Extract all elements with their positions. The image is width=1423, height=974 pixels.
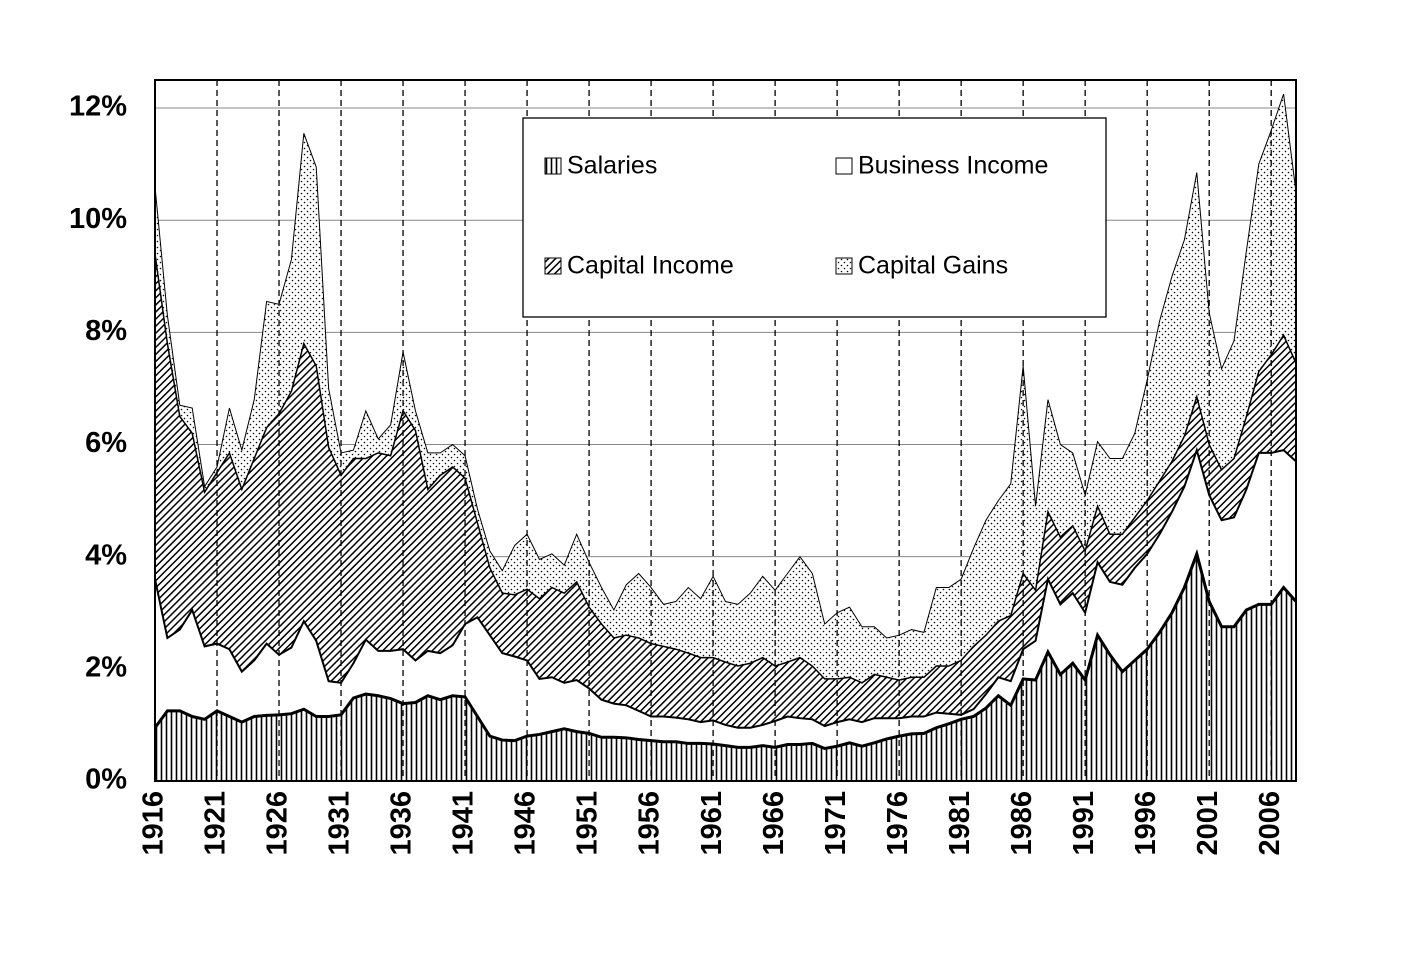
plot-frame xyxy=(154,79,1297,782)
x-tick-label: 1956 xyxy=(634,791,666,856)
legend-label: Capital Gains xyxy=(858,252,1008,280)
area-fill xyxy=(155,553,1296,781)
area-line xyxy=(154,93,1297,639)
x-tick-label: 1926 xyxy=(262,791,294,856)
x-tick-label: 1941 xyxy=(448,791,480,856)
y-tick-label: 2% xyxy=(85,651,127,683)
y-tick-label: 8% xyxy=(85,315,127,347)
x-tick-label: 1986 xyxy=(1006,791,1038,856)
x-tick-label: 1981 xyxy=(944,791,976,856)
x-tick-label: 1976 xyxy=(882,791,914,856)
x-tick-label: 1991 xyxy=(1068,791,1100,856)
legend-swatch xyxy=(835,257,853,275)
x-tick-label: 1946 xyxy=(510,791,542,856)
legend-box xyxy=(522,117,1107,318)
legend-label: Capital Income xyxy=(567,252,734,280)
y-tick-label: 0% xyxy=(85,764,127,796)
legend-swatch xyxy=(544,157,562,175)
y-tick-label: 10% xyxy=(69,203,127,235)
legend-label: Salaries xyxy=(567,152,657,180)
legend-label: Business Income xyxy=(858,152,1048,180)
area-line xyxy=(154,253,1297,684)
area-line xyxy=(154,446,1297,729)
y-tick-label: 12% xyxy=(69,91,127,123)
x-tick-label: 1921 xyxy=(200,791,232,856)
legend-swatch xyxy=(835,157,853,175)
area-fill xyxy=(155,94,1296,683)
x-tick-label: 1931 xyxy=(324,791,356,856)
x-tick-label: 1951 xyxy=(572,791,604,856)
area-line xyxy=(153,548,1298,751)
area-fill xyxy=(155,253,1296,728)
x-tick-label: 2001 xyxy=(1192,791,1224,856)
x-tick-label: 1971 xyxy=(820,791,852,856)
y-tick-label: 6% xyxy=(85,427,127,459)
x-tick-label: 1961 xyxy=(696,791,728,856)
x-tick-label: 1936 xyxy=(386,791,418,856)
x-tick-label: 1996 xyxy=(1130,791,1162,856)
area-fill xyxy=(155,450,1296,749)
legend-swatch xyxy=(544,257,562,275)
x-tick-label: 1966 xyxy=(758,791,790,856)
x-tick-label: 1916 xyxy=(138,791,170,856)
y-tick-label: 4% xyxy=(85,539,127,571)
x-tick-label: 2006 xyxy=(1254,791,1286,856)
